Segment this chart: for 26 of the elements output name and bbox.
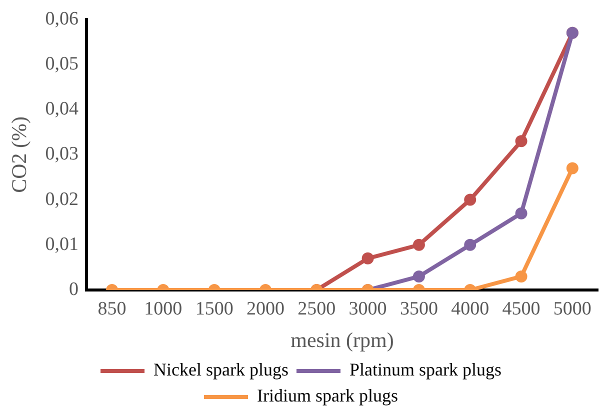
y-axis-title: CO2 (%): [7, 116, 32, 193]
legend-label: Nickel spark plugs: [154, 360, 288, 380]
x-tick-label: 4000: [451, 298, 490, 320]
point: [566, 162, 578, 174]
point: [515, 135, 528, 148]
x-tick-label: 2500: [298, 298, 336, 320]
x-tick-label: 3500: [400, 298, 438, 320]
x-tick-label: 1000: [144, 298, 182, 320]
x-tick-label: 2000: [246, 298, 284, 320]
y-tick-label: 0,06: [45, 8, 78, 30]
y-tick-label: 0,04: [45, 98, 79, 120]
point: [515, 207, 528, 220]
y-tick-label: 0,03: [45, 144, 78, 165]
y-tick-label: 0,02: [45, 188, 78, 210]
x-tick-label: 3000: [348, 298, 387, 320]
x-tick-label: 1500: [195, 298, 234, 320]
x-tick-label: 5000: [553, 298, 592, 320]
x-tick-label: 850: [98, 298, 126, 320]
x-axis-title: mesin (rpm): [290, 328, 394, 352]
legend-label: Iridium spark plugs: [257, 386, 398, 406]
y-tick-label: 0,05: [45, 53, 78, 74]
x-tick-label: 4500: [502, 298, 540, 320]
legend-label: Platinum spark plugs: [349, 360, 502, 380]
y-tick-label: 0,01: [45, 234, 78, 255]
point: [464, 194, 476, 206]
y-tick-label: 0: [68, 278, 78, 300]
